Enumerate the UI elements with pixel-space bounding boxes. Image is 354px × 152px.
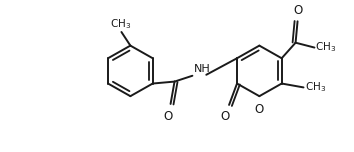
Text: CH$_3$: CH$_3$ <box>110 17 131 31</box>
Text: O: O <box>293 4 302 17</box>
Text: NH: NH <box>193 64 210 74</box>
Text: O: O <box>163 110 172 123</box>
Text: CH$_3$: CH$_3$ <box>315 41 337 54</box>
Text: O: O <box>255 103 264 116</box>
Text: O: O <box>221 110 230 123</box>
Text: CH$_3$: CH$_3$ <box>304 81 326 94</box>
